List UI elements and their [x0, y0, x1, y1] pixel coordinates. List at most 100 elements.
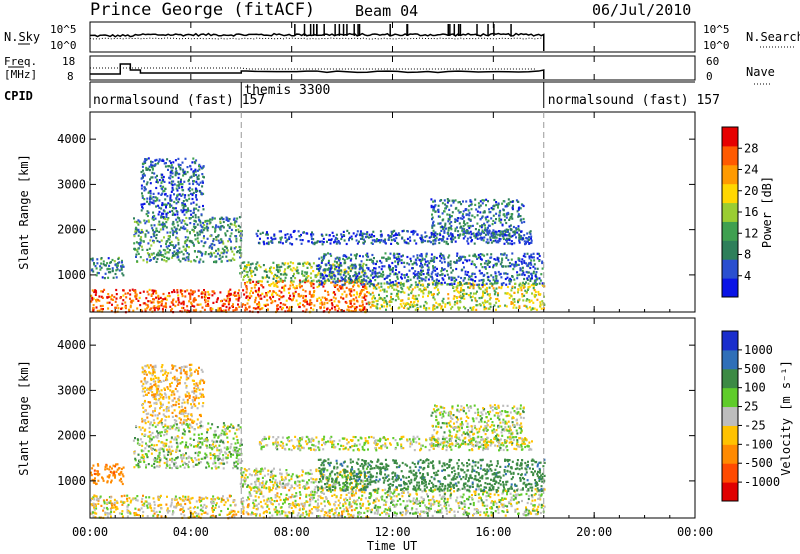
velocity-cell — [241, 502, 244, 505]
power-cell — [161, 258, 163, 261]
power-cell — [441, 219, 444, 222]
velocity-cell — [260, 490, 263, 493]
velocity-cell — [314, 500, 317, 503]
power-cell — [396, 282, 399, 285]
velocity-cell — [158, 510, 161, 513]
velocity-cell — [149, 506, 152, 509]
power-cell — [514, 286, 516, 289]
power-cell — [130, 299, 133, 302]
power-cell — [499, 221, 502, 224]
power-cell — [439, 254, 442, 258]
power-cell — [177, 238, 180, 241]
power-cell — [406, 230, 409, 233]
power-cell — [302, 288, 305, 291]
power-cell — [343, 259, 346, 262]
power-cell — [485, 198, 488, 201]
power-cell — [380, 282, 383, 285]
power-cell — [236, 250, 239, 253]
power-cell — [342, 257, 345, 260]
power-cell — [450, 215, 453, 218]
velocity-cell — [106, 501, 109, 504]
velocity-cell — [153, 500, 156, 504]
power-cell — [375, 262, 377, 266]
power-cell — [201, 231, 204, 234]
power-cell — [191, 241, 194, 244]
power-cell — [494, 221, 496, 224]
power-cell — [320, 261, 323, 264]
power-cell — [332, 272, 335, 275]
power-cell — [155, 180, 158, 183]
power-cell — [183, 196, 186, 199]
power-cell — [208, 297, 211, 300]
velocity-cell — [360, 516, 363, 519]
nave-tick-top: 60 — [706, 55, 719, 68]
power-cell — [490, 274, 493, 277]
velocity-cell — [349, 497, 351, 500]
power-cell — [215, 238, 218, 241]
power-cell — [99, 265, 102, 268]
power-cell — [488, 265, 491, 268]
power-cell — [222, 220, 225, 224]
power-cell — [311, 231, 313, 234]
power-cell — [151, 217, 154, 220]
power-cell — [147, 305, 150, 308]
power-cell — [238, 294, 240, 297]
power-cell — [526, 277, 529, 280]
power-cell — [476, 232, 479, 235]
power-cell — [257, 293, 259, 296]
power-cell — [482, 283, 485, 286]
power-cell — [167, 235, 170, 238]
power-cell — [158, 305, 161, 308]
power-cell — [448, 208, 451, 211]
power-cell — [504, 292, 507, 295]
velocity-cell — [113, 498, 116, 501]
power-cell — [409, 278, 412, 281]
velocity-cell — [404, 513, 407, 516]
power-cell — [496, 297, 499, 301]
power-cell — [200, 296, 203, 299]
power-cell — [423, 288, 426, 291]
power-cell — [531, 292, 533, 295]
velocity-cell — [212, 498, 215, 501]
power-cell — [385, 301, 388, 304]
power-cell — [188, 186, 191, 189]
cpid-panel: CPID normalsound (fast) 157 themis 3300 … — [4, 81, 720, 108]
power-cell — [394, 284, 397, 287]
power-cell — [362, 279, 365, 282]
velocity-cell — [220, 500, 223, 503]
power-cell — [278, 289, 281, 292]
power-cell — [433, 279, 436, 283]
power-cell — [230, 259, 233, 262]
power-cell — [320, 301, 323, 304]
power-cell — [447, 265, 450, 268]
power-cell — [265, 293, 268, 296]
power-cell — [323, 303, 326, 306]
power-cell — [278, 241, 280, 244]
velocity-cell — [214, 515, 217, 518]
power-cell — [273, 237, 276, 241]
power-cell — [165, 221, 168, 224]
power-cell — [367, 276, 370, 279]
power-cell — [230, 223, 233, 226]
power-cell — [469, 292, 472, 295]
power-cell — [114, 300, 117, 303]
power-cell — [200, 254, 203, 257]
power-cell — [226, 229, 229, 233]
power-cell — [504, 272, 507, 275]
power-cell — [418, 280, 421, 283]
power-cell — [198, 218, 201, 221]
power-cell — [180, 250, 183, 253]
power-cell — [363, 283, 366, 286]
power-cell — [215, 236, 218, 239]
power-cell — [455, 289, 458, 292]
velocity-cell — [150, 509, 153, 512]
power-cell — [157, 294, 160, 297]
power-cell — [152, 196, 155, 199]
velocity-cell — [93, 511, 96, 514]
power-cell — [100, 266, 103, 269]
velocity-cell — [232, 513, 235, 516]
power-cell — [192, 298, 195, 301]
power-cell — [196, 231, 199, 234]
velocity-cell — [351, 494, 354, 497]
power-cell — [449, 263, 452, 266]
